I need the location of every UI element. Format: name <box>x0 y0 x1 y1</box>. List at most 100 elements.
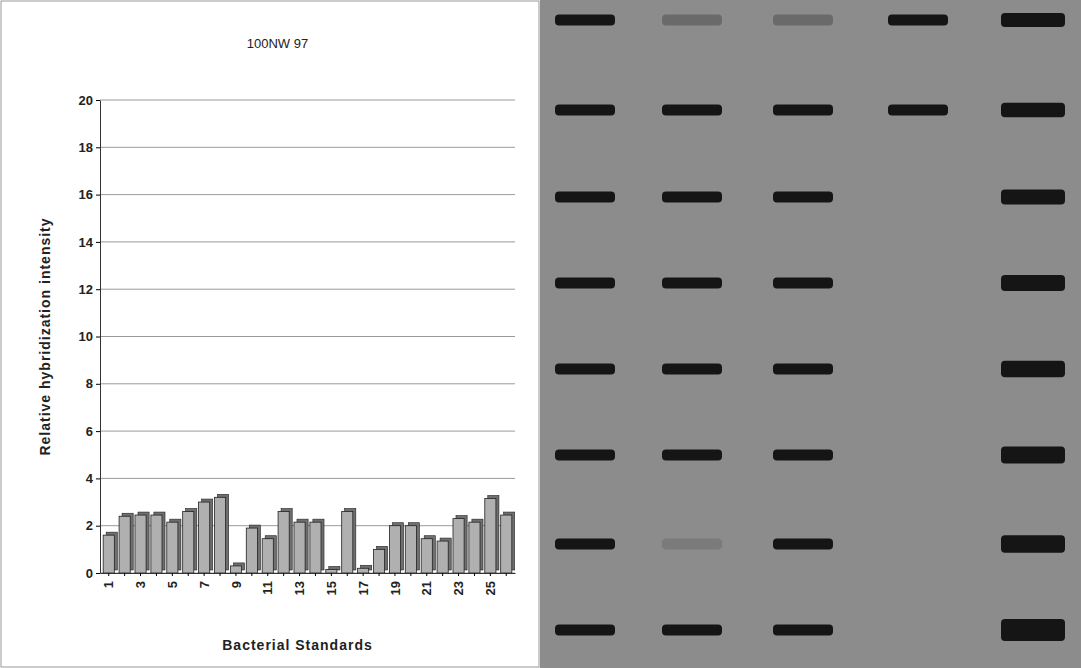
chart-panel <box>1 1 539 667</box>
x-tick: 3 <box>133 573 148 588</box>
bar <box>501 515 512 573</box>
blot-band <box>555 15 615 26</box>
blot-band <box>662 278 722 289</box>
blot-band <box>773 15 833 26</box>
x-tick: 7 <box>197 573 212 588</box>
x-tick-mark <box>108 573 109 576</box>
bar <box>358 568 369 573</box>
blot-band <box>662 192 722 203</box>
x-tick <box>442 573 443 576</box>
blot-background <box>540 0 1081 668</box>
x-tick-mark <box>283 573 284 576</box>
blot-band <box>662 625 722 636</box>
x-tick-mark <box>363 573 364 576</box>
y-tick-label: 14 <box>79 235 94 250</box>
x-axis: 135791113151719212325 <box>101 573 516 595</box>
blot-band <box>555 539 615 550</box>
x-tick <box>410 573 411 576</box>
blot-band <box>555 625 615 636</box>
x-tick <box>506 573 507 576</box>
x-axis-line <box>101 573 516 574</box>
x-tick <box>283 573 284 576</box>
blot-band <box>555 192 615 203</box>
x-tick-label: 15 <box>324 581 339 595</box>
blot-band <box>1001 275 1065 291</box>
x-tick-mark <box>188 573 189 576</box>
grid-line <box>100 431 515 432</box>
blot-band <box>555 105 615 116</box>
x-tick <box>156 573 157 576</box>
grid-line <box>100 336 515 337</box>
y-axis-title: Relative hybridization intensity <box>37 217 53 455</box>
y-tick-label: 8 <box>86 376 93 391</box>
y-tick: 6 <box>86 424 100 439</box>
x-tick-mark <box>458 573 459 576</box>
y-tick: 20 <box>79 93 100 108</box>
x-tick <box>474 573 475 576</box>
grid-line <box>100 289 515 290</box>
blot-band <box>773 192 833 203</box>
x-tick-mark <box>204 573 205 576</box>
blot-band <box>662 539 722 550</box>
y-tick-label: 12 <box>79 282 93 297</box>
blot-band <box>773 364 833 375</box>
x-tick-mark <box>315 573 316 576</box>
y-axis: 02468101214161820 <box>79 93 101 581</box>
x-tick: 25 <box>483 573 498 595</box>
blot-band <box>888 15 948 26</box>
y-tick: 0 <box>86 566 100 581</box>
x-tick-mark <box>442 573 443 576</box>
y-tick-label: 10 <box>79 329 93 344</box>
x-tick-mark <box>394 573 395 576</box>
grid-line <box>100 100 515 101</box>
blot-band <box>773 278 833 289</box>
y-tick: 16 <box>79 187 100 202</box>
y-tick-mark <box>96 289 100 290</box>
y-tick-label: 4 <box>86 471 94 486</box>
blot-band <box>1001 535 1065 553</box>
bar <box>119 516 130 573</box>
blot-band <box>773 539 833 550</box>
x-tick: 9 <box>228 573 243 588</box>
x-tick-mark <box>235 573 236 576</box>
y-tick-mark <box>96 242 100 243</box>
x-tick-label: 23 <box>451 581 466 595</box>
bar <box>214 497 225 573</box>
y-tick-mark <box>96 337 100 338</box>
bar <box>373 549 384 573</box>
blot-band <box>555 278 615 289</box>
blot-band <box>1001 103 1065 118</box>
y-tick-mark <box>96 478 100 479</box>
blot-band <box>773 450 833 461</box>
y-tick: 12 <box>79 282 100 297</box>
blot-band <box>662 364 722 375</box>
x-tick-label: 5 <box>165 581 180 588</box>
blot-band <box>773 625 833 636</box>
x-tick-label: 1 <box>101 581 116 588</box>
x-tick <box>188 573 189 576</box>
bar <box>294 522 305 573</box>
x-tick: 19 <box>388 573 403 595</box>
x-tick: 5 <box>165 573 180 588</box>
grid-line <box>100 478 515 479</box>
blot-band <box>555 450 615 461</box>
x-tick-label: 21 <box>419 581 434 595</box>
y-tick-label: 6 <box>86 424 93 439</box>
x-tick-mark <box>299 573 300 576</box>
x-tick-mark <box>426 573 427 576</box>
y-tick-mark <box>96 573 100 574</box>
x-tick-label: 19 <box>388 581 403 595</box>
y-tick-label: 16 <box>79 187 93 202</box>
x-tick-mark <box>156 573 157 576</box>
blot-image <box>540 0 1081 668</box>
x-tick-mark <box>506 573 507 576</box>
blot-band <box>1001 619 1065 641</box>
bar <box>437 541 448 573</box>
x-tick-label: 25 <box>483 581 498 595</box>
x-tick-mark <box>220 573 221 576</box>
bar <box>389 526 400 573</box>
blot-band <box>555 364 615 375</box>
y-tick: 4 <box>86 471 100 486</box>
blot-band <box>773 105 833 116</box>
x-tick <box>124 573 125 576</box>
